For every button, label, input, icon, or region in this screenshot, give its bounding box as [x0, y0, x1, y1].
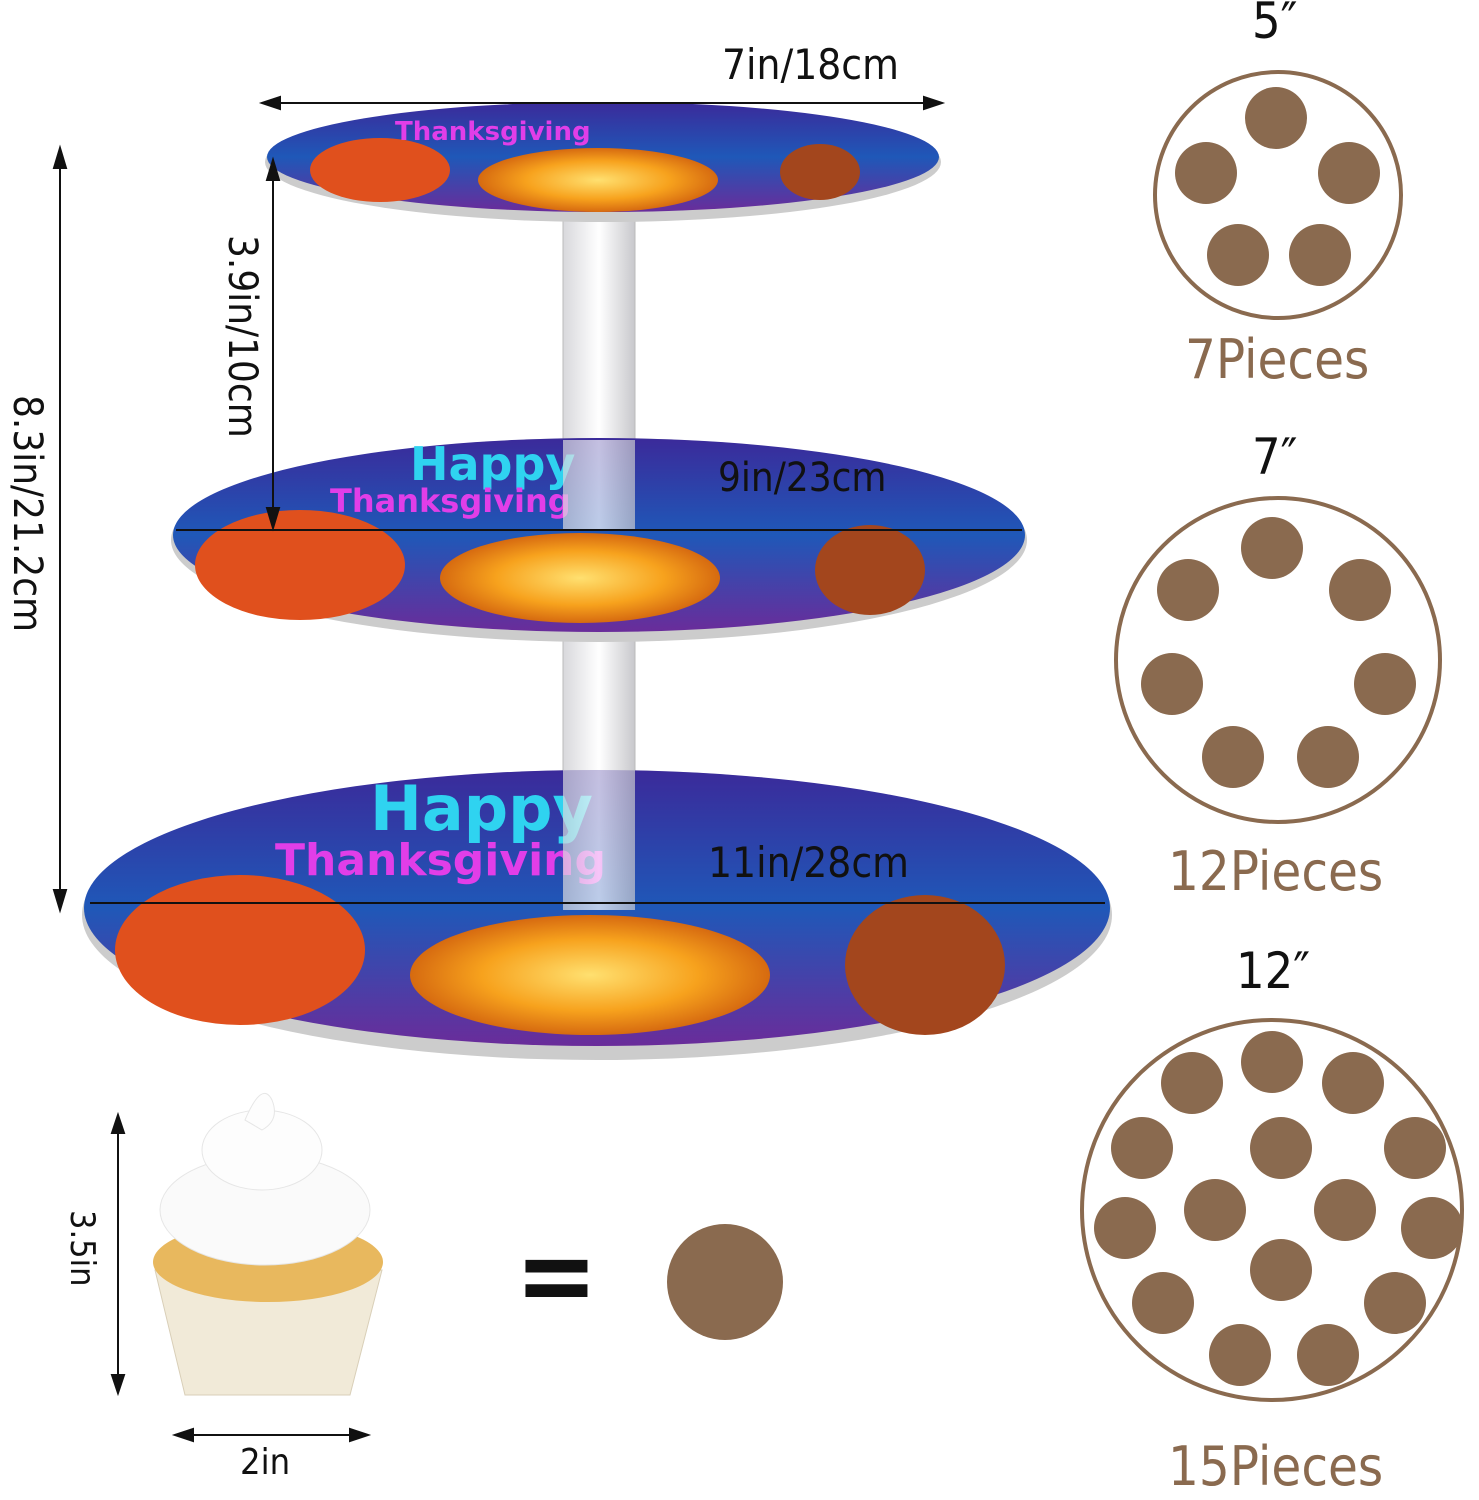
- size-label-5in: 5″: [1252, 0, 1298, 50]
- gourd-icon: [845, 895, 1005, 1035]
- top-width-label: 7in/18cm: [722, 40, 899, 89]
- middle-width-label: 9in/23cm: [718, 455, 887, 501]
- tier-thanksgiving-text: Thanksgiving: [275, 835, 606, 886]
- cupcake-slot-dot: [1297, 726, 1359, 788]
- capacity-diagrams: [1080, 70, 1464, 1402]
- top-tier: Thanksgiving: [265, 102, 941, 222]
- cupcake-slot-dot: [1364, 1272, 1426, 1334]
- pieces-label-7in: 12Pieces: [1168, 840, 1384, 903]
- pumpkin-icon: [440, 533, 720, 623]
- cupcake-width-label: 2in: [240, 1442, 291, 1483]
- cupcake-slot-dot: [1241, 1031, 1303, 1093]
- cupcake-slot-dot: [1318, 142, 1380, 204]
- cupcake-slot-dot: [1354, 653, 1416, 715]
- cupcake-slot-dot: [1297, 1324, 1359, 1386]
- svg-text:Happy: Happy: [410, 437, 575, 491]
- cupcake-slot-dot: [1157, 559, 1219, 621]
- cupcake-slot-dot: [1202, 726, 1264, 788]
- cupcake-slot-dot: [1184, 1179, 1246, 1241]
- cupcake-slot-dot: [1289, 224, 1351, 286]
- cupcake-slot-dot: [1245, 87, 1307, 149]
- tier-happy-text: Happy: [370, 772, 593, 845]
- cupcake-slot-dot: [667, 1224, 783, 1340]
- cupcake-height-label: 3.5in: [62, 1210, 102, 1287]
- cupcake-slot-dot: [1314, 1179, 1376, 1241]
- bottom-tier: Happy Thanksgiving: [82, 770, 1112, 1060]
- svg-text:Thanksgiving: Thanksgiving: [330, 482, 571, 520]
- cupcake-slot-dot: [1250, 1117, 1312, 1179]
- gourd-icon: [815, 525, 925, 615]
- cupcake-slot-dot: [1322, 1052, 1384, 1114]
- pumpkin-icon: [115, 875, 365, 1025]
- pumpkin-icon: [195, 510, 405, 620]
- cupcake-slot-dot: [1094, 1197, 1156, 1259]
- pieces-label-5in: 7Pieces: [1185, 328, 1370, 391]
- total-height-label: 8.3in/21.2cm: [4, 395, 50, 633]
- cupcake-slot-dot: [1241, 517, 1303, 579]
- cupcake-slot-dot: [1250, 1239, 1312, 1301]
- cupcake-slot-dot: [1384, 1117, 1446, 1179]
- middle-tier: Happy Thanksgiving: [171, 437, 1027, 642]
- cupcake-slot-dot: [1141, 653, 1203, 715]
- capacity-circle-12in: [1080, 1018, 1464, 1402]
- size-label-7in: 7″: [1252, 428, 1298, 486]
- cupcake-slot-dot: [1111, 1117, 1173, 1179]
- bottom-width-label: 11in/28cm: [708, 838, 909, 887]
- cupcake-slot-dot: [1329, 559, 1391, 621]
- cupcake-slot-dot: [1132, 1272, 1194, 1334]
- svg-text:Thanksgiving: Thanksgiving: [395, 117, 591, 147]
- cupcake-slot-dot: [1209, 1324, 1271, 1386]
- tier-gap-label: 3.9in/10cm: [219, 235, 265, 438]
- cupcake-slot-dot: [1161, 1052, 1223, 1114]
- capacity-circle-7in: [1114, 496, 1442, 824]
- equals-sign: =: [515, 1211, 598, 1339]
- size-label-12in: 12″: [1236, 942, 1311, 1000]
- dimension-arrows: [52, 95, 1105, 1443]
- capacity-circle-5in: [1153, 70, 1403, 320]
- pieces-label-12in: 15Pieces: [1168, 1435, 1384, 1498]
- cupcake-slot-dot: [1175, 142, 1237, 204]
- cupcake-slot-dot: [1401, 1197, 1463, 1259]
- cupcake-image: [153, 1092, 383, 1396]
- cupcake-slot-dot: [1207, 224, 1269, 286]
- pumpkin-icon: [410, 915, 770, 1035]
